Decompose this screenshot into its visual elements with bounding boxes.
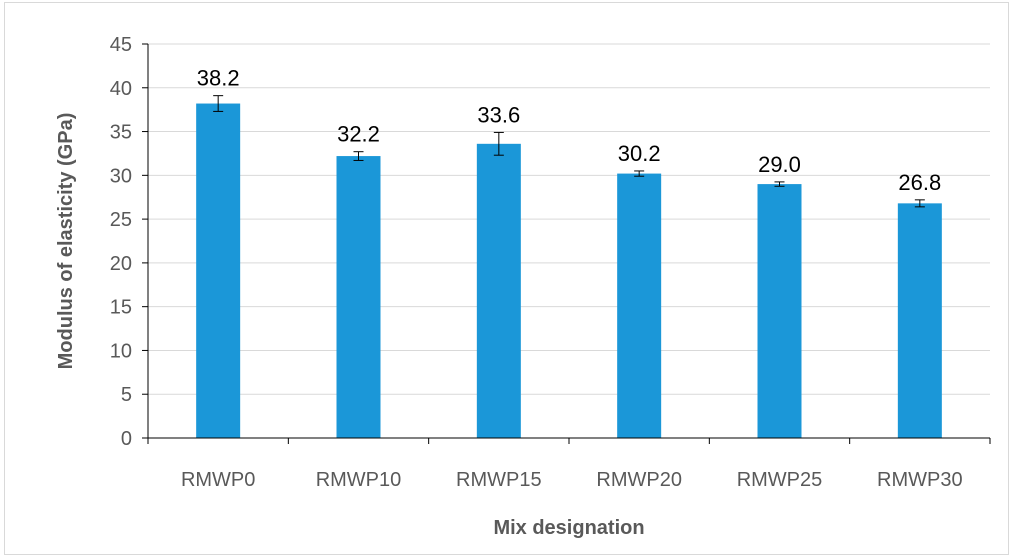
x-category-label: RMWP0 — [181, 469, 255, 491]
y-tick-label: 25 — [110, 209, 132, 231]
bar — [476, 143, 521, 438]
x-category-label: RMWP10 — [316, 469, 402, 491]
data-label: 30.2 — [618, 141, 661, 166]
axes — [142, 43, 991, 444]
data-label: 29.0 — [758, 152, 801, 177]
y-tick-label: 15 — [110, 297, 132, 319]
labels: 0 5 10 15 20 25 30 35 40 45 38.2 RMWP0 32.2 RMWP10 33.… — [110, 34, 963, 491]
data-label: 32.2 — [337, 122, 380, 147]
y-tick-label: 5 — [121, 384, 132, 406]
data-label: 33.6 — [477, 102, 520, 127]
y-tick-label: 45 — [110, 34, 132, 56]
x-category-label: RMWP30 — [877, 469, 963, 491]
y-tick-label: 0 — [121, 428, 132, 450]
x-category-label: RMWP25 — [737, 469, 823, 491]
x-category-label: RMWP15 — [456, 469, 542, 491]
bar — [336, 156, 381, 438]
y-axis-title: Modulus of elasticity (GPa) — [55, 113, 77, 370]
y-tick-label: 35 — [110, 122, 132, 144]
y-tick-label: 20 — [110, 253, 132, 275]
bar — [757, 184, 802, 438]
x-axis-title: Mix designation — [493, 517, 644, 539]
data-label: 26.8 — [898, 170, 941, 195]
bars — [196, 103, 942, 439]
bar — [897, 203, 942, 438]
bar — [617, 173, 662, 439]
error-bars — [213, 95, 925, 208]
y-tick-label: 10 — [110, 340, 132, 362]
y-tick-label: 40 — [110, 78, 132, 100]
gridlines — [148, 43, 990, 395]
data-label: 38.2 — [197, 66, 240, 91]
bar — [196, 103, 241, 438]
y-tick-label: 30 — [110, 165, 132, 187]
x-category-label: RMWP20 — [596, 469, 682, 491]
